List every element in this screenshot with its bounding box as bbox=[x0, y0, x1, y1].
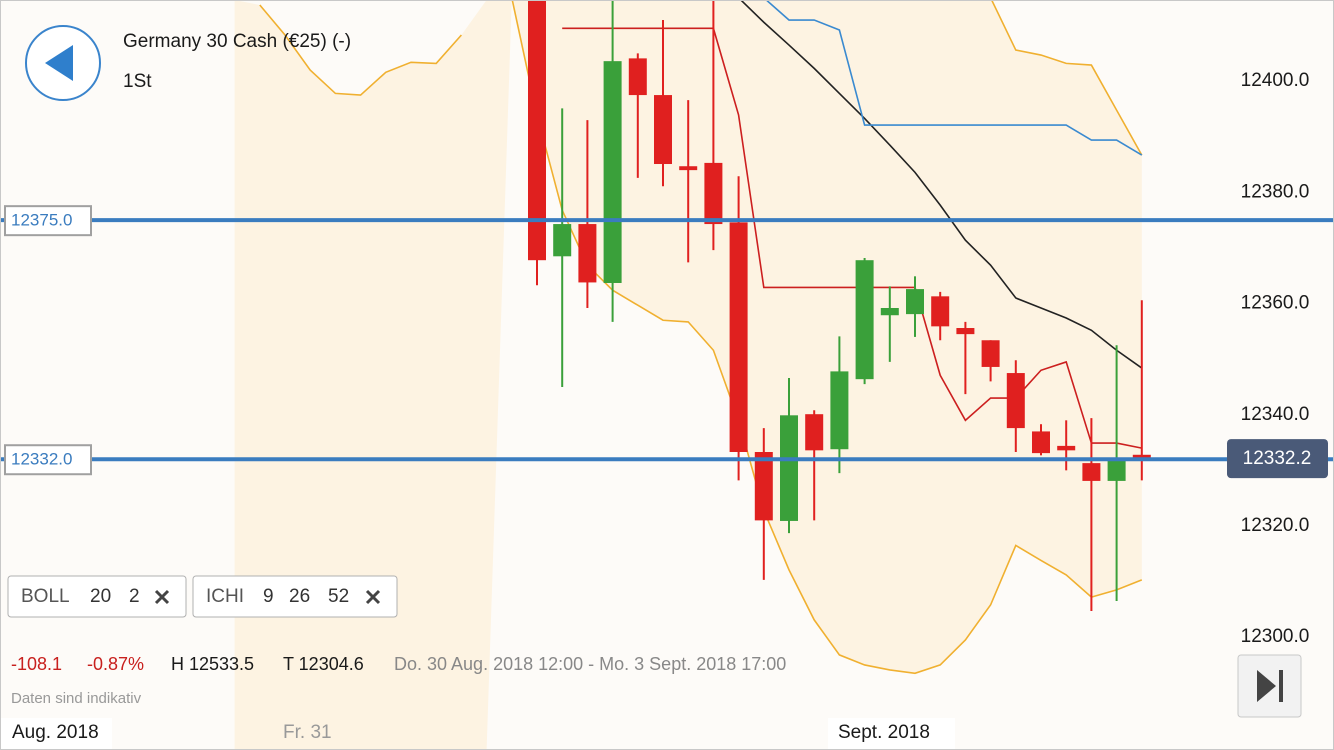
y-tick-label: 12380.0 bbox=[1241, 181, 1310, 202]
candle-body bbox=[830, 371, 849, 450]
y-tick-label: 12320.0 bbox=[1241, 515, 1310, 536]
candle-body bbox=[931, 296, 950, 327]
candle-body bbox=[1107, 460, 1126, 481]
y-tick-label: 12400.0 bbox=[1241, 70, 1310, 91]
indicator-name: ICHI bbox=[206, 586, 244, 607]
candle-body bbox=[528, 0, 546, 261]
indicator-param: 52 bbox=[328, 586, 349, 607]
scroll-end-icon bbox=[1257, 670, 1283, 702]
level-label: 12332.0 bbox=[11, 450, 72, 469]
indicator-line bbox=[739, 0, 1143, 369]
y-tick-label: 12300.0 bbox=[1241, 626, 1310, 647]
timeframe: 1St bbox=[123, 71, 152, 92]
candle-body bbox=[855, 260, 874, 380]
band-fill bbox=[234, 0, 1142, 750]
candle-body bbox=[679, 166, 698, 171]
back-icon bbox=[45, 45, 73, 81]
y-tick-label: 12360.0 bbox=[1241, 293, 1310, 314]
level-label-box bbox=[4, 444, 92, 476]
overlay: Germany 30 Cash (€25) (-) 1St BOLL 20 2 … bbox=[1, 25, 1302, 749]
indicator-param: 2 bbox=[129, 586, 140, 607]
candle-body bbox=[628, 58, 647, 96]
candle-body bbox=[1057, 445, 1076, 451]
candle-body bbox=[1006, 373, 1025, 429]
candle-body bbox=[1132, 454, 1151, 459]
candle-body bbox=[880, 308, 899, 316]
indicator-line bbox=[765, 0, 1143, 156]
remove-icon[interactable] bbox=[365, 589, 381, 605]
x-label-bg bbox=[1, 718, 112, 749]
change: -108.1 bbox=[11, 654, 62, 674]
candle-body bbox=[729, 222, 748, 453]
indicator-name: BOLL bbox=[21, 586, 70, 607]
candle-body bbox=[553, 224, 572, 257]
disclaimer: Daten sind indikativ bbox=[11, 690, 142, 707]
level-label-box bbox=[4, 205, 92, 237]
candle-body bbox=[805, 414, 824, 451]
level-label: 12375.0 bbox=[11, 211, 72, 230]
price-tag-label: 12332.2 bbox=[1243, 448, 1312, 469]
date-range: Do. 30 Aug. 2018 12:00 - Mo. 3 Sept. 201… bbox=[394, 654, 786, 674]
indicator-param: 26 bbox=[289, 586, 310, 607]
indicator-chip[interactable] bbox=[7, 575, 187, 618]
change-pct: -0.87% bbox=[87, 654, 144, 674]
candle-body bbox=[704, 162, 723, 225]
x-label-bg bbox=[828, 718, 955, 749]
price-tag bbox=[1227, 439, 1328, 479]
x-axis-label: Fr. 31 bbox=[283, 722, 332, 743]
candle-body bbox=[1082, 463, 1101, 481]
candle-body bbox=[780, 415, 798, 521]
indicator-line bbox=[259, 4, 462, 96]
candle-body bbox=[981, 340, 1000, 367]
remove-icon[interactable] bbox=[154, 589, 170, 605]
candle-body bbox=[754, 452, 773, 521]
indicator-line bbox=[990, 0, 1143, 156]
candle-body bbox=[654, 95, 672, 165]
y-tick-label: 12340.0 bbox=[1241, 404, 1310, 425]
indicator-chip[interactable] bbox=[192, 575, 398, 618]
indicator-line bbox=[562, 27, 1142, 449]
instrument-title: Germany 30 Cash (€25) (-) bbox=[123, 31, 351, 52]
x-axis-label: Aug. 2018 bbox=[12, 722, 99, 743]
x-axis-label: Sept. 2018 bbox=[838, 722, 930, 743]
candle-body bbox=[906, 289, 924, 315]
candle-body bbox=[1032, 431, 1050, 454]
indicator-param: 20 bbox=[90, 586, 111, 607]
candle-body bbox=[578, 224, 597, 283]
indicator-line bbox=[511, 0, 1143, 675]
candle-body bbox=[603, 61, 622, 283]
low: T 12304.6 bbox=[283, 654, 364, 674]
high: H 12533.5 bbox=[171, 654, 254, 674]
indicator-param: 9 bbox=[263, 586, 274, 607]
candle-body bbox=[956, 328, 975, 335]
